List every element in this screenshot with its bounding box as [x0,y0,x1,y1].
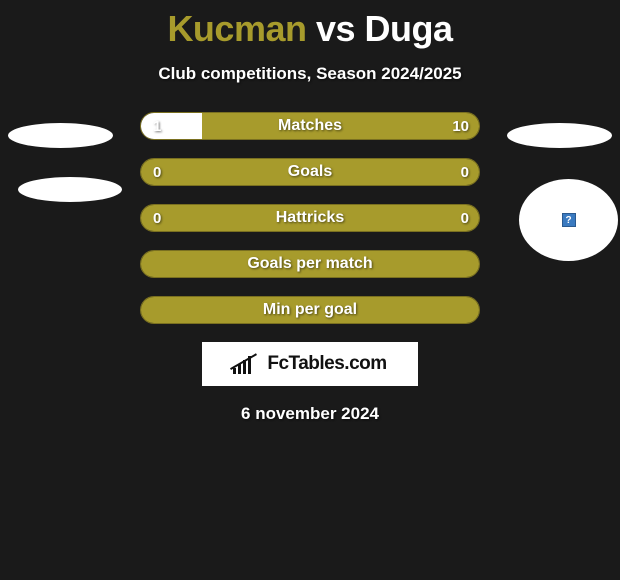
help-icon: ? [562,213,576,227]
page-title: Kucman vs Duga [0,0,620,50]
stat-label: Min per goal [141,297,479,323]
player1-name: Kucman [167,8,306,49]
stat-label: Goals [141,159,479,185]
stats-container: 110Matches 00Goals 00Hattricks Goals per ma… [140,112,480,324]
stat-row: 00Goals [140,158,480,186]
stat-label: Matches [141,113,479,139]
stat-row: Goals per match [140,250,480,278]
player1-club-avatar [18,177,122,202]
site-badge[interactable]: FcTables.com [202,342,418,386]
player2-avatar [507,123,612,148]
stat-row: 00Hattricks [140,204,480,232]
date-text: 6 november 2024 [0,404,620,424]
stat-row: Min per goal [140,296,480,324]
stat-label: Hattricks [141,205,479,231]
player2-club-avatar: ? [519,179,618,261]
site-name: FcTables.com [267,353,386,375]
stat-row: 110Matches [140,112,480,140]
vs-text: vs [316,8,355,49]
player2-name: Duga [365,8,453,49]
chart-icon [233,354,261,374]
player1-avatar [8,123,113,148]
subtitle: Club competitions, Season 2024/2025 [0,64,620,84]
stat-label: Goals per match [141,251,479,277]
